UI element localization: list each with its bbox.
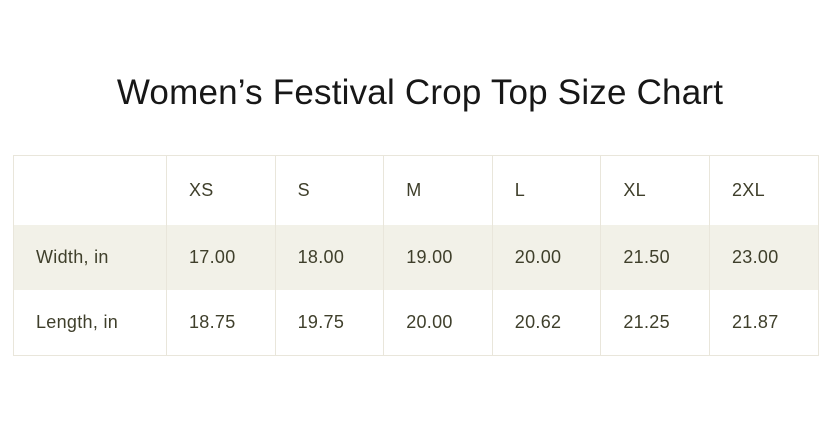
cell-length-m: 20.00	[383, 290, 493, 355]
cell-length-l: 20.62	[491, 290, 602, 355]
column-header-xl: XL	[600, 155, 710, 225]
table-row-width: Width, in 17.00 18.00 19.00 20.00 21.50 …	[13, 225, 819, 290]
column-header-s: S	[274, 155, 385, 225]
cell-length-s: 19.75	[274, 290, 385, 355]
size-chart-section: XS S M L XL 2XL Width, in 17.00 18.00 19…	[13, 154, 840, 356]
row-label-width: Width, in	[13, 225, 167, 290]
cell-length-2xl: 21.87	[708, 290, 819, 355]
column-header-2xl: 2XL	[708, 155, 819, 225]
column-header-m: M	[383, 155, 493, 225]
cell-length-xl: 21.25	[600, 290, 710, 355]
row-label-length: Length, in	[13, 290, 167, 355]
table-row-length: Length, in 18.75 19.75 20.00 20.62 21.25…	[13, 290, 819, 355]
page-title: Women’s Festival Crop Top Size Chart	[116, 73, 724, 112]
cell-length-xs: 18.75	[166, 290, 276, 355]
cell-width-m: 19.00	[383, 225, 493, 290]
cell-width-xs: 17.00	[166, 225, 276, 290]
column-header-xs: XS	[166, 155, 276, 225]
size-header-row: XS S M L XL 2XL	[13, 155, 819, 225]
column-header-l: L	[491, 155, 602, 225]
corner-cell	[13, 155, 167, 225]
size-chart-table: XS S M L XL 2XL Width, in 17.00 18.00 19…	[13, 154, 819, 356]
cell-width-xl: 21.50	[600, 225, 710, 290]
cell-width-2xl: 23.00	[708, 225, 819, 290]
cell-width-l: 20.00	[491, 225, 602, 290]
cell-width-s: 18.00	[274, 225, 385, 290]
